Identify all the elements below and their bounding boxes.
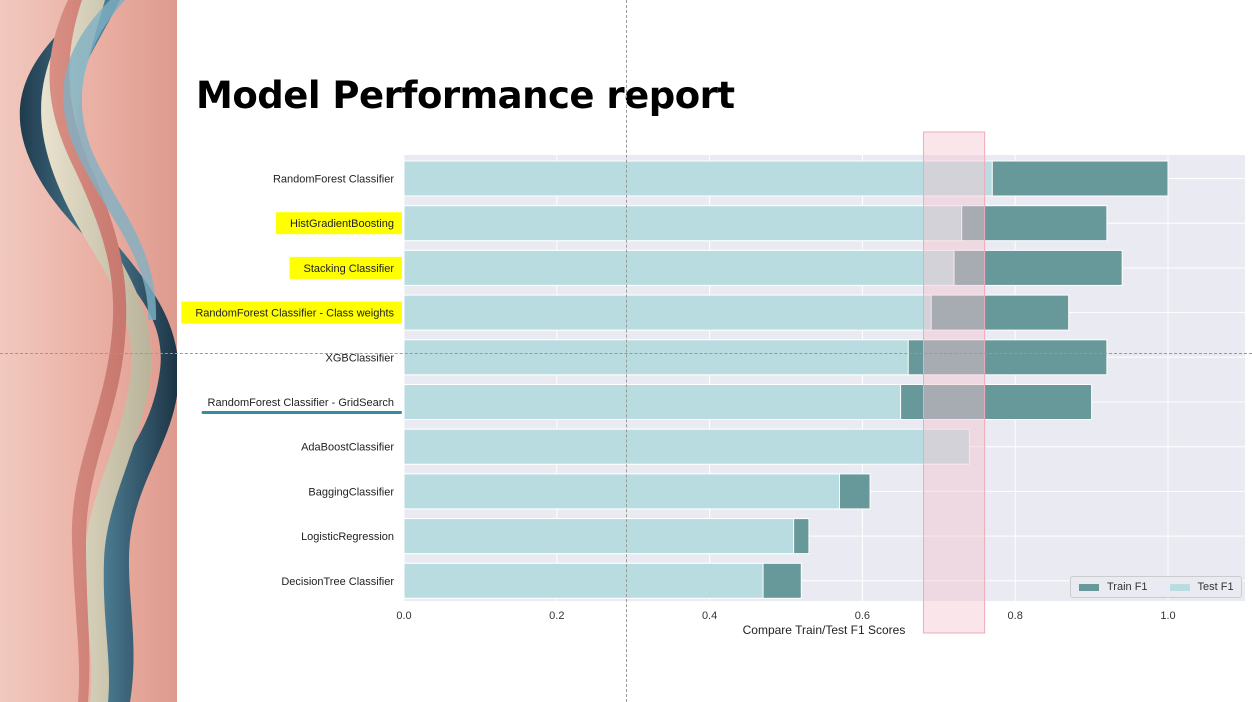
bar-test-f1	[403, 294, 932, 331]
category-label-group: XGBClassifier	[326, 352, 395, 364]
category-label: Stacking Classifier	[304, 263, 395, 275]
category-label: DecisionTree Classifier	[281, 576, 394, 588]
bar-test-f1	[403, 384, 902, 420]
x-tick-label: 0.0	[396, 610, 411, 622]
x-tick-label: 0.2	[549, 610, 564, 622]
label-highlight	[276, 212, 402, 235]
x-tick-labels: 0.0 0.2 0.4 0.6 0.8 1.0	[396, 610, 1175, 622]
label-underline	[201, 411, 402, 414]
category-label-group: Stacking Classifier	[289, 256, 402, 279]
label-highlight	[181, 301, 402, 324]
category-label-group: DecisionTree Classifier	[281, 576, 394, 588]
category-label: AdaBoostClassifier	[301, 442, 394, 454]
bars	[403, 160, 1169, 599]
highlight-band-rect	[923, 131, 986, 634]
bar-test-f1	[403, 562, 764, 599]
x-tick-label: 0.6	[855, 610, 870, 622]
category-label-group: AdaBoostClassifier	[301, 442, 394, 454]
category-label-group: RandomForest Classifier - GridSearch	[201, 397, 402, 414]
x-axis-label: Compare Train/Test F1 Scores	[743, 623, 906, 637]
x-tick-label: 0.8	[1008, 610, 1023, 622]
category-label-group: LogisticRegression	[301, 531, 394, 543]
category-labels: RandomForest Classifier HistGradientBoost…	[181, 174, 402, 588]
category-label-group: HistGradientBoosting	[276, 212, 402, 235]
legend-label-test: Test F1	[1197, 581, 1234, 593]
legend-label-train: Train F1	[1107, 581, 1148, 593]
category-label: RandomForest Classifier	[273, 174, 394, 186]
page-title: Model Performance report	[196, 74, 735, 117]
category-label-group: BaggingClassifier	[308, 486, 394, 498]
legend-item-test: Test F1	[1169, 581, 1234, 593]
chart-legend: Train F1 Test F1	[1070, 576, 1242, 598]
bar-test-f1	[403, 518, 795, 555]
legend-item-train: Train F1	[1079, 581, 1148, 593]
category-label: RandomForest Classifier - GridSearch	[208, 397, 394, 409]
x-tick-label: 1.0	[1160, 610, 1175, 622]
bar-test-f1	[403, 473, 840, 510]
horizontal-guide-line	[0, 353, 1252, 354]
label-highlight	[289, 256, 402, 279]
vertical-guide-line	[626, 0, 627, 702]
bar-test-f1	[403, 160, 993, 197]
category-label: BaggingClassifier	[308, 486, 394, 498]
category-label: HistGradientBoosting	[290, 218, 394, 230]
decorative-ribbon-panel	[0, 0, 177, 702]
bar-test-f1	[403, 339, 909, 376]
x-tick-label: 0.4	[702, 610, 717, 622]
highlight-band	[923, 131, 986, 634]
bar-test-f1	[403, 249, 955, 286]
category-label-group: RandomForest Classifier - Class weights	[181, 301, 402, 324]
category-label-group: RandomForest Classifier	[273, 174, 394, 186]
category-label: RandomForest Classifier - Class weights	[195, 308, 394, 320]
bar-test-f1	[403, 428, 970, 465]
bar-test-f1	[403, 205, 963, 242]
category-label: XGBClassifier	[326, 352, 395, 364]
legend-swatch-train	[1079, 583, 1099, 591]
ribbon-art-icon	[19, 0, 177, 702]
legend-swatch-test	[1169, 583, 1190, 591]
category-label: LogisticRegression	[301, 531, 394, 543]
